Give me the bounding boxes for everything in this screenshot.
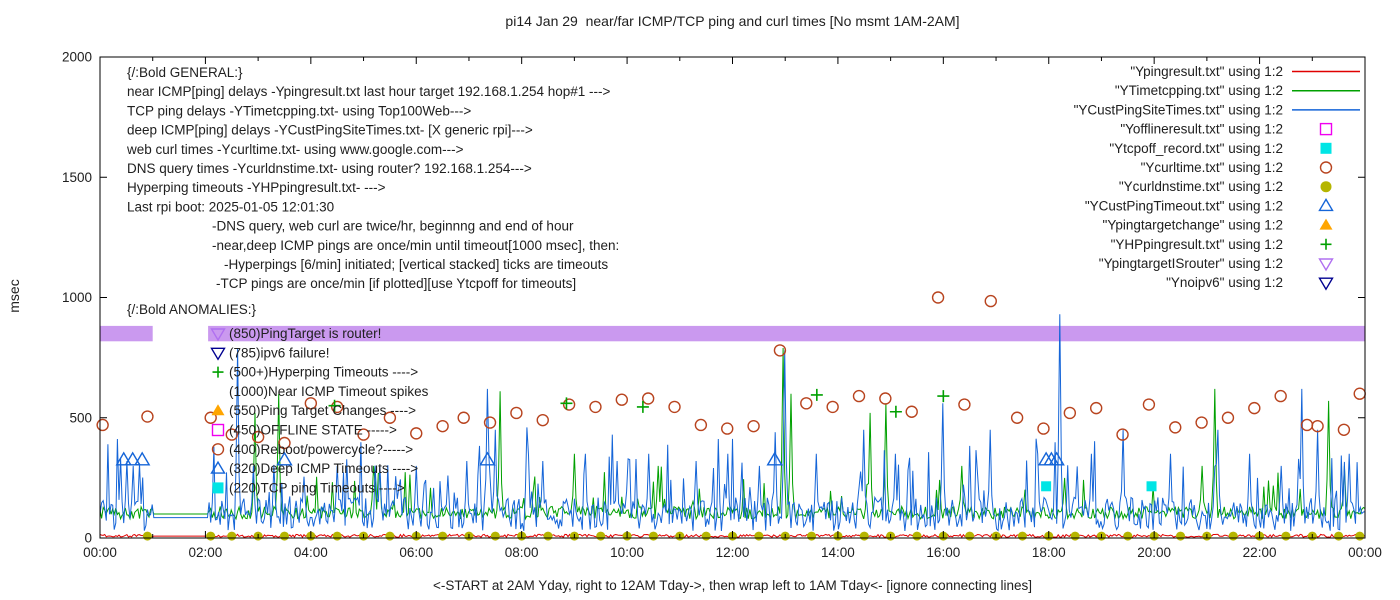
general-annotations: {/:Bold GENERAL:} near ICMP[ping] delays …: [126, 65, 619, 291]
scatter-Ycurltime: [96, 291, 1366, 450]
x-tick-label: 22:00: [1243, 545, 1277, 560]
x-tick-label: 18:00: [1032, 545, 1066, 560]
x-tick-label: 00:00: [83, 545, 117, 560]
legend: "Ypingresult.txt" using 1:2 "YTimetcpping…: [1074, 64, 1360, 291]
x-tick-label: 02:00: [189, 545, 223, 560]
general-line: -DNS query, web curl are twice/hr, begin…: [212, 219, 574, 234]
y-tick-label: 1000: [62, 290, 92, 305]
anomaly-line: (220)TCP ping Timeouts ---->: [229, 480, 405, 495]
legend-label: "YHPpingresult.txt" using 1:2: [1111, 237, 1283, 252]
x-tick-label: 14:00: [821, 545, 855, 560]
legend-label: "Ytcpoff_record.txt" using 1:2: [1109, 141, 1283, 156]
band-pingtarget-isrouter: [100, 325, 1366, 342]
anomaly-line: (450)OFFLINE STATE ----->: [229, 423, 397, 438]
general-header: {/:Bold GENERAL:}: [127, 65, 243, 80]
anomalies-header: {/:Bold ANOMALIES:}: [127, 302, 257, 317]
scatter-Ytcpoff_record: [1041, 481, 1157, 492]
legend-label: "Ypingtargetchange" using 1:2: [1103, 218, 1283, 233]
general-line: web curl times -Ycurltime.txt- using www…: [126, 142, 464, 157]
x-axis-label: <-START at 2AM Yday, right to 12AM Tday-…: [433, 578, 1032, 593]
scatter-YHPpingresult: [328, 388, 950, 418]
general-line: -TCP pings are once/min [if plotted][use…: [216, 276, 576, 291]
y-tick-label: 1500: [62, 170, 92, 185]
y-tick-label: 500: [69, 410, 92, 425]
general-line: TCP ping delays -YTimetcpping.txt- using…: [127, 103, 471, 118]
legend-label: "Ycurltime.txt" using 1:2: [1141, 160, 1283, 175]
legend-label: "Yofflineresult.txt" using 1:2: [1120, 122, 1283, 137]
general-line: -near,deep ICMP pings are once/min until…: [212, 238, 619, 253]
chart-title: pi14 Jan 29 near/far ICMP/TCP ping and c…: [505, 13, 960, 29]
x-tick-label: 20:00: [1137, 545, 1171, 560]
legend-label: "Ynoipv6" using 1:2: [1166, 275, 1283, 290]
legend-label: "YCustPingTimeout.txt" using 1:2: [1085, 198, 1283, 213]
anomaly-line: (550)Ping Target Changes ---->: [229, 403, 416, 418]
y-tick-label: 0: [84, 531, 92, 546]
general-line: deep ICMP[ping] delays -YCustPingSiteTim…: [127, 123, 533, 138]
x-tick-label: 16:00: [926, 545, 960, 560]
anomaly-line: (785)ipv6 failure!: [229, 345, 330, 360]
legend-label: "Ypingresult.txt" using 1:2: [1130, 64, 1283, 79]
general-line: near ICMP[ping] delays -Ypingresult.txt …: [127, 84, 611, 99]
x-tick-label: 06:00: [399, 545, 433, 560]
general-line: Last rpi boot: 2025-01-05 12:01:30: [127, 199, 334, 214]
anomaly-line: (500+)Hyperping Timeouts ---->: [229, 365, 418, 380]
legend-label: "YCustPingSiteTimes.txt" using 1:2: [1074, 102, 1283, 117]
series-YCustPingSiteTimes: [99, 314, 1366, 532]
axes: 00:00 02:00 04:00 06:00 08:00 10:00 12:00 14:00…: [62, 50, 1382, 561]
x-tick-label: 00:00: [1348, 545, 1382, 560]
anomaly-line: (1000)Near ICMP Timeout spikes: [229, 384, 429, 399]
general-line: -Hyperpings [6/min] initiated; [vertical…: [224, 257, 608, 272]
anomaly-line: (320)Deep ICMP Timeouts ---->: [229, 461, 418, 476]
anomaly-line: (400)Reboot/powercycle?----->: [229, 442, 413, 457]
scatter-YCustPingTimeout: [115, 451, 1065, 466]
x-tick-label: 10:00: [610, 545, 644, 560]
y-tick-label: 2000: [62, 50, 92, 65]
general-line: DNS query times -Ycurldnstime.txt- using…: [127, 161, 532, 176]
x-tick-label: 04:00: [294, 545, 328, 560]
anomaly-annotations: {/:Bold ANOMALIES:} (850)PingTarget is ro…: [127, 302, 429, 495]
general-line: Hyperping timeouts -YHPpingresult.txt- -…: [127, 180, 386, 195]
legend-label: "YpingtargetISrouter" using 1:2: [1099, 256, 1283, 271]
x-tick-label: 12:00: [716, 545, 750, 560]
x-tick-label: 08:00: [505, 545, 539, 560]
legend-label: "Ycurldnstime.txt" using 1:2: [1119, 179, 1283, 194]
legend-label: "YTimetcpping.txt" using 1:2: [1115, 83, 1283, 98]
anomaly-line: (850)PingTarget is router!: [229, 326, 381, 341]
